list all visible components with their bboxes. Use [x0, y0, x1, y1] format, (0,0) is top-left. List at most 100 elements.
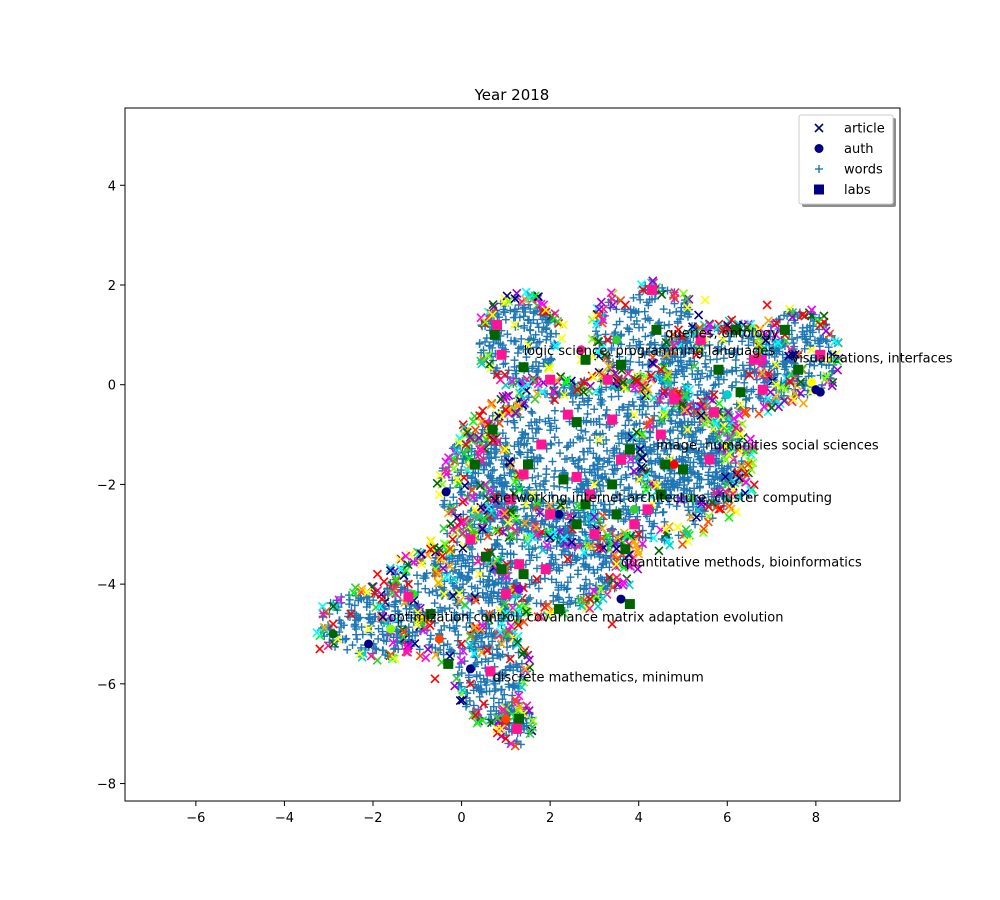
labs-point — [540, 564, 551, 575]
labs-point — [735, 387, 746, 398]
auth-point — [328, 629, 338, 639]
labs-point — [624, 444, 635, 455]
labs-point — [562, 409, 573, 420]
auth-point — [434, 634, 444, 644]
words-point — [658, 508, 667, 517]
x-tick-label: −2 — [363, 811, 382, 826]
words-point — [617, 475, 626, 484]
words-point — [531, 479, 540, 488]
labs-point — [514, 713, 525, 724]
labs-point — [757, 384, 768, 395]
words-point — [689, 502, 698, 511]
labs-point — [492, 319, 502, 330]
labs-point — [511, 723, 522, 734]
labs-point — [518, 362, 529, 373]
words-point — [550, 482, 559, 491]
words-point — [619, 504, 628, 513]
labs-point — [607, 479, 618, 490]
labs-point — [545, 509, 556, 520]
legend-marker-auth — [814, 144, 824, 153]
words-point — [621, 515, 630, 524]
labs-point — [514, 559, 525, 570]
labs-point — [571, 417, 582, 428]
labs-point — [571, 471, 582, 482]
words-point — [619, 429, 628, 438]
legend-marker-labs — [814, 184, 824, 195]
legend-label-article: article — [844, 122, 885, 137]
words-point — [562, 454, 571, 463]
words-point — [614, 392, 623, 401]
words-point — [550, 416, 559, 425]
legend-label-labs: labs — [844, 183, 871, 198]
y-tick-label: −8 — [97, 778, 116, 793]
words-point — [595, 481, 604, 490]
words-point — [608, 465, 617, 474]
words-point — [540, 485, 549, 494]
words-point — [562, 443, 571, 452]
words-point — [628, 397, 637, 406]
words-point — [635, 405, 644, 414]
words-point — [498, 429, 507, 438]
auth-point — [514, 584, 524, 594]
words-point — [547, 422, 556, 431]
words-point — [527, 407, 536, 416]
words-point — [583, 409, 592, 418]
words-point — [589, 501, 598, 510]
words-point — [565, 497, 574, 506]
labs-point — [616, 454, 626, 465]
words-point — [574, 456, 583, 465]
words-point — [623, 412, 632, 421]
words-point — [517, 482, 526, 491]
words-point — [501, 434, 510, 443]
words-point — [526, 494, 535, 503]
auth-point — [554, 509, 564, 519]
auth-point — [669, 459, 679, 469]
labs-point — [709, 407, 719, 418]
labs-point — [616, 359, 626, 370]
words-point — [615, 439, 624, 448]
words-point — [665, 439, 674, 448]
labs-point — [607, 414, 618, 425]
labs-point — [500, 589, 511, 600]
labs-point — [523, 459, 533, 470]
words-point — [546, 426, 555, 435]
labs-point — [545, 374, 556, 385]
words-point — [609, 470, 618, 479]
labs-point — [704, 454, 715, 465]
words-point — [691, 520, 700, 529]
labs-point — [611, 509, 622, 520]
labs-point — [469, 459, 480, 470]
auth-point — [616, 594, 626, 604]
labs-point — [647, 284, 657, 295]
words-point — [609, 446, 618, 455]
words-point — [619, 517, 628, 526]
x-tick-label: 4 — [635, 811, 643, 826]
labs-point — [518, 569, 529, 580]
words-point — [530, 417, 539, 426]
x-tick-label: 2 — [546, 811, 554, 826]
words-point — [581, 427, 590, 436]
labs-point — [443, 658, 454, 669]
words-point — [554, 438, 563, 447]
words-point — [598, 396, 607, 405]
words-point — [653, 450, 662, 459]
words-point — [645, 517, 654, 526]
words-point — [598, 462, 607, 471]
labs-point — [536, 439, 547, 450]
words-point — [615, 405, 624, 414]
words-point — [602, 420, 611, 429]
words-point — [674, 531, 683, 540]
words-point — [567, 384, 576, 393]
labs-point — [779, 324, 790, 335]
auth-point — [811, 385, 821, 395]
y-tick-label: 2 — [108, 279, 116, 294]
labs-point — [518, 469, 529, 480]
cluster-label: visualizations, interfaces — [792, 351, 953, 366]
words-point — [510, 423, 519, 432]
words-point — [684, 506, 693, 515]
chart-title: Year 2018 — [474, 86, 550, 104]
auth-point — [465, 664, 475, 674]
words-point — [593, 460, 602, 469]
words-point — [541, 477, 550, 486]
